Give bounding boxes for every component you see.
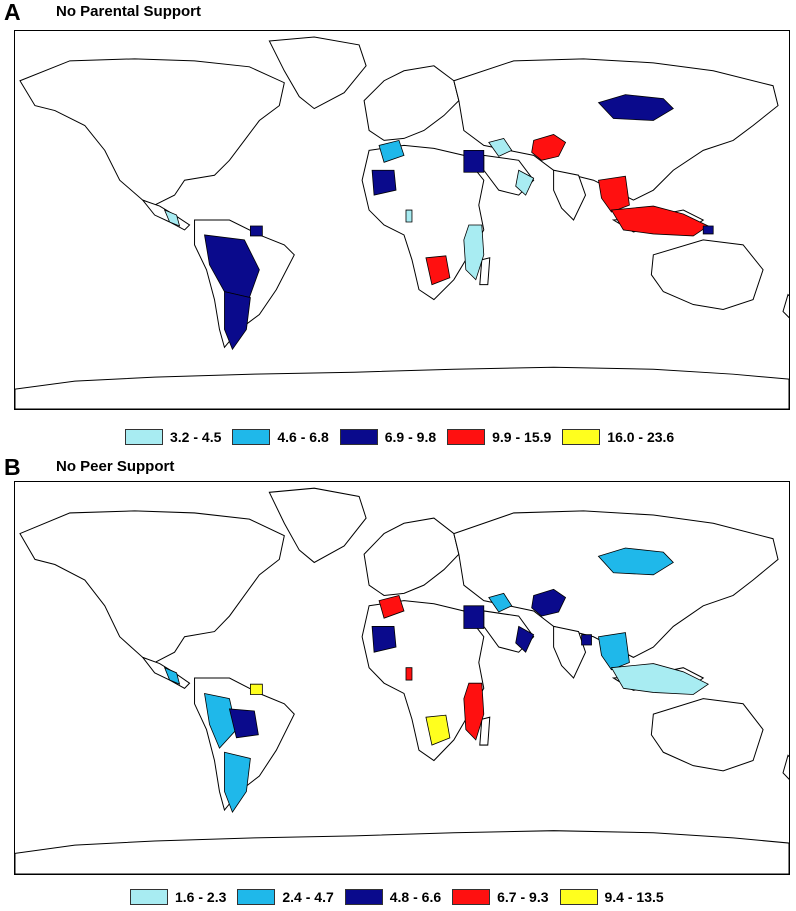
legend-swatch <box>130 889 168 905</box>
region-ghana <box>405 209 413 223</box>
legend-label: 16.0 - 23.6 <box>607 429 675 445</box>
panel-letter: A <box>4 0 21 25</box>
legend-item: 1.6 - 2.3 <box>130 889 226 905</box>
legend: 3.2 - 4.5 4.6 - 6.8 6.9 - 9.8 9.9 - 15.9 16.… <box>125 427 685 447</box>
region-jordan-israel-area <box>488 137 513 157</box>
region-central-america <box>163 666 181 685</box>
legend-item: 9.9 - 15.9 <box>447 429 551 445</box>
legend: 1.6 - 2.3 2.4 - 4.7 4.8 - 6.6 6.7 - 9.3 9.4 … <box>130 887 675 907</box>
legend-swatch <box>562 429 601 445</box>
region-mongolia <box>597 547 674 576</box>
region-namibia <box>425 714 451 746</box>
world-map-svg <box>15 487 789 874</box>
legend-swatch <box>559 889 598 905</box>
legend-swatch <box>125 429 163 445</box>
region-indonesia-philippines <box>610 663 710 695</box>
legend-swatch <box>232 429 271 445</box>
region-jordan-israel-area <box>488 592 513 613</box>
region-bolivia <box>228 708 259 739</box>
region-bangladesh <box>581 634 592 646</box>
legend-item: 16.0 - 23.6 <box>562 429 674 445</box>
region-afghanistan <box>531 588 567 617</box>
region-peru-andean <box>204 692 237 749</box>
region-indonesia-philippines <box>610 205 710 237</box>
legend-item: 3.2 - 4.5 <box>125 429 221 445</box>
legend-item: 4.6 - 6.8 <box>232 429 329 445</box>
region-morocco <box>378 139 405 163</box>
region-southeast-asia-mainland <box>598 632 630 671</box>
panel-b: B No Peer Support 1.6 - 2.3 2.4 - 4.7 4.8 … <box>0 454 796 911</box>
region-namibia <box>425 255 451 286</box>
legend-label: 9.4 - 13.5 <box>604 889 664 905</box>
legend-label: 4.6 - 6.8 <box>277 429 329 445</box>
legend-item: 6.9 - 9.8 <box>339 429 437 445</box>
region-afghanistan <box>531 134 567 161</box>
panel-title: No Peer Support <box>56 458 175 475</box>
region-mauritania <box>371 626 397 653</box>
region-egypt <box>463 149 485 173</box>
legend-item: 6.7 - 9.3 <box>452 889 549 905</box>
legend-swatch <box>447 429 486 445</box>
region-argentina-chile <box>224 751 251 813</box>
region-mauritania <box>371 169 397 196</box>
world-map-svg <box>15 36 789 409</box>
region-east-timor <box>702 225 714 235</box>
region-ghana <box>405 667 413 681</box>
legend-swatch <box>339 429 378 445</box>
legend-label: 6.7 - 9.3 <box>497 889 549 905</box>
legend-swatch <box>237 889 276 905</box>
legend-swatch <box>344 889 383 905</box>
region-oman-uae <box>515 169 535 196</box>
legend-label: 2.4 - 4.7 <box>282 889 334 905</box>
world-map <box>14 481 790 875</box>
region-central-america <box>163 209 181 227</box>
region-guyana-suriname <box>249 225 263 237</box>
legend-item: 9.4 - 13.5 <box>559 889 664 905</box>
region-argentina-chile <box>224 291 251 351</box>
legend-label: 6.9 - 9.8 <box>384 429 437 445</box>
legend-label: 3.2 - 4.5 <box>170 429 222 445</box>
region-mongolia <box>597 94 674 121</box>
region-egypt <box>463 605 485 629</box>
panel-a: A No Parental Support 3.2 - 4.5 4.6 - 6.8… <box>0 0 796 453</box>
legend-label: 4.8 - 6.6 <box>389 889 442 905</box>
legend-item: 4.8 - 6.6 <box>344 889 442 905</box>
region-oman-uae <box>515 625 535 653</box>
legend-label: 9.9 - 15.9 <box>492 429 552 445</box>
legend-item: 2.4 - 4.7 <box>237 889 334 905</box>
region-morocco <box>378 594 405 619</box>
world-map <box>14 30 790 410</box>
region-guyana-suriname <box>249 683 263 695</box>
panel-title: No Parental Support <box>56 3 202 20</box>
region-southeast-asia-mainland <box>598 175 630 213</box>
legend-swatch <box>452 889 491 905</box>
region-tanzania-malawi-mozambique <box>463 224 485 281</box>
panel-letter: B <box>4 454 21 480</box>
legend-label: 1.6 - 2.3 <box>175 889 227 905</box>
region-tanzania-malawi-mozambique <box>463 682 485 741</box>
